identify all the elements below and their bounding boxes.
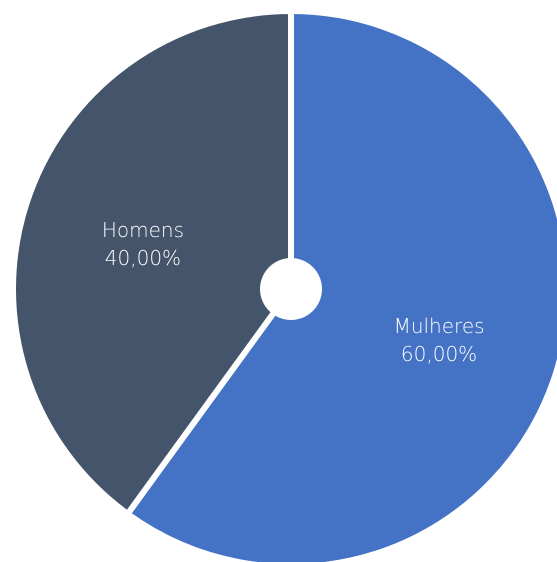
slice-value-homens: 40,00% [105,246,181,270]
pie-labels: Mulheres 60,00% Homens 40,00% [102,218,485,366]
pie-slices [10,8,557,562]
pie-slice-mulheres [124,8,557,562]
slice-value-mulheres: 60,00% [401,342,477,366]
slice-label-mulheres: Mulheres [394,314,485,338]
center-hole [260,258,322,320]
slice-label-homens: Homens [102,218,184,242]
pie-slice-homens [10,8,294,517]
